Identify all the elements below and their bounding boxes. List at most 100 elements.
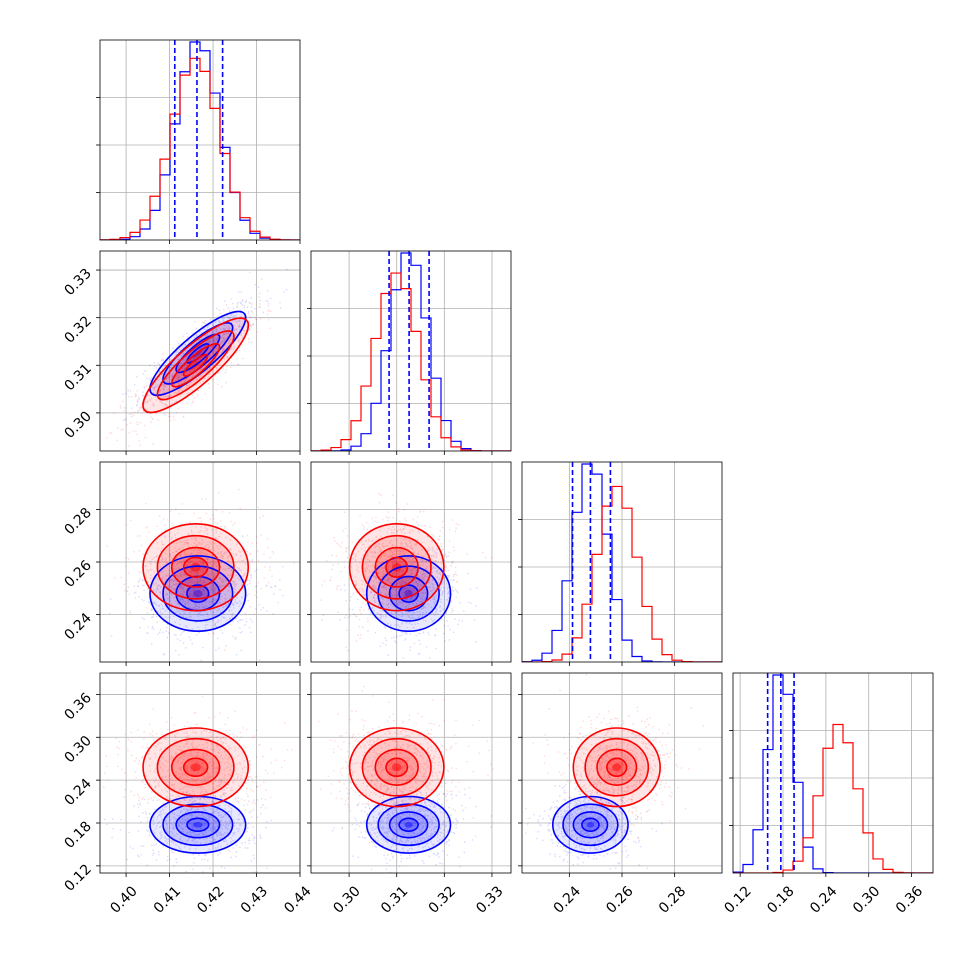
contour-red-2 <box>596 748 638 786</box>
contour-red-0 <box>348 523 445 612</box>
histogram-red-0 <box>100 57 300 240</box>
contour-blue-3 <box>186 817 210 833</box>
x-tick-label: 0.30 <box>850 883 883 916</box>
scatter-points-blue <box>109 526 284 662</box>
contour-red-1 <box>156 330 235 401</box>
scatter-points-red <box>317 685 494 843</box>
panel-frame-3-0 <box>99 672 301 874</box>
density-fill-red-4 <box>612 763 622 772</box>
contour-red-2 <box>170 343 221 388</box>
contour-blue-0 <box>365 555 452 633</box>
contour-red-3 <box>182 757 209 778</box>
y-tick-label: 0.30 <box>61 408 94 441</box>
contour-blue-0 <box>149 555 247 633</box>
contour-blue-3 <box>398 584 419 603</box>
density-fill-blue-2 <box>389 811 428 838</box>
y-tick-label: 0.36 <box>61 690 94 723</box>
y-tick-label: 0.24 <box>61 610 94 643</box>
y-tick-label: 0.24 <box>61 776 94 809</box>
contour-blue-2 <box>572 811 609 839</box>
x-tick-label: 0.24 <box>807 883 840 916</box>
contour-red-3 <box>606 757 628 778</box>
histogram-layer <box>100 40 933 873</box>
contour-red-2 <box>170 546 221 588</box>
density-fill-blue-2 <box>389 576 428 611</box>
y-tick-label: 0.31 <box>61 361 94 394</box>
x-tick-label: 0.30 <box>330 883 363 916</box>
x-tick-label: 0.31 <box>378 883 411 916</box>
histogram-red-1 <box>311 272 511 451</box>
contour-red-2 <box>374 546 419 588</box>
x-tick-label: 0.12 <box>721 883 754 916</box>
x-tick-label: 0.42 <box>194 883 227 916</box>
contour-red-0 <box>572 727 661 808</box>
contour-blue-1 <box>377 803 440 847</box>
panel-frame-0-0 <box>99 39 301 241</box>
contour-blue-0 <box>149 310 247 397</box>
contour-red-0 <box>142 523 250 612</box>
x-tick-label: 0.26 <box>603 883 636 916</box>
contour-blue-2 <box>175 811 221 839</box>
density-fill-blue-3 <box>399 818 419 832</box>
y-tick-label: 0.32 <box>61 313 94 346</box>
contour-blue-0 <box>551 795 629 854</box>
x-tick-label: 0.32 <box>426 883 459 916</box>
density-fill-red-4 <box>392 763 402 772</box>
density-fill-blue-1 <box>378 566 440 621</box>
contour-blue-2 <box>388 575 429 612</box>
contour-blue-2 <box>388 811 429 839</box>
density-fill-blue-2 <box>176 811 220 838</box>
histogram-blue-1 <box>311 252 511 451</box>
y-tick-label: 0.18 <box>61 819 94 852</box>
density-fill-blue-4 <box>404 821 413 828</box>
density-fill-blue-1 <box>163 804 233 846</box>
density-fill-blue-2 <box>573 811 608 838</box>
contour-red-1 <box>156 737 235 797</box>
x-tick-label: 0.36 <box>893 883 926 916</box>
density-fill-blue-1 <box>378 804 440 846</box>
contour-layer <box>142 310 661 854</box>
contour-blue-3 <box>186 584 210 603</box>
density-fill-red-4 <box>190 562 201 572</box>
density-fill-blue-3 <box>581 818 599 832</box>
contour-red-0 <box>348 727 445 808</box>
x-tick-label: 0.33 <box>473 883 506 916</box>
contour-blue-3 <box>398 817 419 833</box>
x-tick-label: 0.28 <box>656 883 689 916</box>
panel-frame-1-1 <box>310 250 512 452</box>
x-tick-label: 0.24 <box>551 883 584 916</box>
contour-red-1 <box>361 534 432 600</box>
contour-blue-1 <box>162 565 234 622</box>
y-tick-label: 0.33 <box>61 266 94 299</box>
density-fill-blue-4 <box>586 821 595 828</box>
contour-blue-0 <box>365 795 452 854</box>
contour-red-1 <box>361 737 432 797</box>
density-fill-blue-4 <box>193 821 203 828</box>
contour-red-3 <box>385 757 409 778</box>
contour-red-2 <box>374 748 419 786</box>
x-tick-label: 0.43 <box>238 883 271 916</box>
contour-red-1 <box>584 737 650 797</box>
contour-blue-1 <box>162 322 234 385</box>
contour-red-3 <box>182 556 209 578</box>
contour-red-1 <box>156 534 235 600</box>
contour-red-3 <box>182 353 209 377</box>
contour-blue-2 <box>175 333 221 374</box>
x-tick-label: 0.40 <box>107 883 140 916</box>
y-tick-label: 0.30 <box>61 733 94 766</box>
y-tick-label: 0.26 <box>61 557 94 590</box>
histogram-blue-3 <box>733 674 933 873</box>
contour-red-0 <box>142 727 250 808</box>
density-fill-blue-3 <box>186 818 209 832</box>
density-fill-blue-1 <box>563 804 618 846</box>
contour-red-3 <box>385 556 409 578</box>
density-fill-blue-4 <box>193 589 203 598</box>
y-tick-label: 0.28 <box>61 505 94 538</box>
contour-blue-1 <box>162 803 234 847</box>
panel-frame-3-1 <box>310 672 512 874</box>
panel-frame-3-3 <box>732 672 934 874</box>
contour-red-2 <box>170 748 221 786</box>
x-tick-label: 0.18 <box>764 883 797 916</box>
